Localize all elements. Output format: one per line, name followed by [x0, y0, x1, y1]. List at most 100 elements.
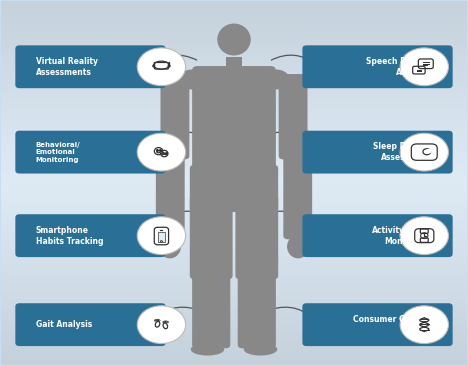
FancyBboxPatch shape — [1, 85, 467, 89]
FancyBboxPatch shape — [1, 317, 467, 321]
Circle shape — [400, 217, 448, 255]
FancyBboxPatch shape — [1, 249, 467, 252]
FancyBboxPatch shape — [192, 66, 276, 187]
FancyBboxPatch shape — [1, 67, 467, 70]
Circle shape — [400, 48, 448, 86]
Text: Virtual Reality
Assessments: Virtual Reality Assessments — [36, 57, 98, 77]
FancyBboxPatch shape — [1, 252, 467, 255]
FancyBboxPatch shape — [1, 281, 467, 285]
Circle shape — [137, 133, 186, 171]
FancyBboxPatch shape — [1, 328, 467, 332]
FancyBboxPatch shape — [1, 41, 467, 45]
FancyBboxPatch shape — [1, 325, 467, 328]
FancyBboxPatch shape — [1, 60, 467, 63]
FancyBboxPatch shape — [1, 176, 467, 179]
FancyBboxPatch shape — [1, 212, 467, 216]
FancyBboxPatch shape — [1, 45, 467, 49]
FancyBboxPatch shape — [1, 143, 467, 147]
FancyBboxPatch shape — [302, 45, 453, 88]
Ellipse shape — [244, 343, 277, 355]
FancyBboxPatch shape — [1, 34, 467, 38]
Circle shape — [137, 217, 186, 255]
Text: Gait Analysis: Gait Analysis — [36, 320, 92, 329]
FancyBboxPatch shape — [1, 89, 467, 92]
FancyBboxPatch shape — [1, 205, 467, 208]
Text: Activity/Vitals
Monitoring: Activity/Vitals Monitoring — [372, 225, 432, 246]
FancyBboxPatch shape — [1, 234, 467, 238]
FancyBboxPatch shape — [1, 49, 467, 52]
FancyBboxPatch shape — [1, 357, 467, 361]
FancyBboxPatch shape — [1, 56, 467, 60]
FancyBboxPatch shape — [1, 128, 467, 132]
FancyBboxPatch shape — [1, 139, 467, 143]
FancyBboxPatch shape — [1, 1, 467, 5]
FancyBboxPatch shape — [1, 100, 467, 103]
FancyBboxPatch shape — [1, 223, 467, 227]
FancyBboxPatch shape — [1, 96, 467, 100]
FancyBboxPatch shape — [1, 52, 467, 56]
FancyBboxPatch shape — [1, 107, 467, 111]
FancyBboxPatch shape — [1, 296, 467, 299]
FancyBboxPatch shape — [1, 125, 467, 128]
FancyBboxPatch shape — [1, 299, 467, 303]
FancyBboxPatch shape — [1, 227, 467, 230]
Circle shape — [400, 306, 448, 344]
FancyBboxPatch shape — [283, 152, 312, 239]
FancyBboxPatch shape — [190, 196, 233, 279]
FancyBboxPatch shape — [1, 150, 467, 154]
FancyBboxPatch shape — [1, 219, 467, 223]
FancyBboxPatch shape — [1, 183, 467, 187]
FancyBboxPatch shape — [1, 19, 467, 23]
FancyBboxPatch shape — [1, 277, 467, 281]
FancyBboxPatch shape — [1, 190, 467, 194]
FancyBboxPatch shape — [1, 270, 467, 274]
Ellipse shape — [191, 343, 224, 355]
FancyBboxPatch shape — [1, 208, 467, 212]
FancyBboxPatch shape — [1, 230, 467, 234]
FancyBboxPatch shape — [1, 38, 467, 41]
FancyBboxPatch shape — [1, 27, 467, 30]
FancyBboxPatch shape — [1, 339, 467, 343]
FancyBboxPatch shape — [1, 117, 467, 121]
Circle shape — [137, 48, 186, 86]
Text: Smartphone
Habits Tracking: Smartphone Habits Tracking — [36, 225, 103, 246]
FancyBboxPatch shape — [1, 263, 467, 266]
FancyBboxPatch shape — [1, 321, 467, 325]
FancyBboxPatch shape — [1, 274, 467, 277]
FancyBboxPatch shape — [278, 74, 307, 159]
FancyBboxPatch shape — [1, 285, 467, 288]
FancyBboxPatch shape — [302, 214, 453, 257]
Circle shape — [426, 149, 432, 154]
FancyBboxPatch shape — [1, 216, 467, 219]
FancyBboxPatch shape — [15, 303, 166, 346]
FancyBboxPatch shape — [1, 332, 467, 336]
FancyBboxPatch shape — [1, 111, 467, 114]
Circle shape — [400, 133, 448, 171]
FancyBboxPatch shape — [302, 131, 453, 173]
Text: Behavioral/
Emotional
Monitoring: Behavioral/ Emotional Monitoring — [36, 142, 80, 163]
FancyBboxPatch shape — [1, 158, 467, 161]
Text: Consumer Genetic
Testing: Consumer Genetic Testing — [353, 315, 432, 335]
FancyBboxPatch shape — [1, 245, 467, 249]
FancyBboxPatch shape — [1, 23, 467, 27]
FancyBboxPatch shape — [1, 12, 467, 16]
FancyBboxPatch shape — [1, 310, 467, 314]
FancyBboxPatch shape — [1, 63, 467, 67]
FancyBboxPatch shape — [1, 30, 467, 34]
FancyBboxPatch shape — [1, 361, 467, 365]
FancyBboxPatch shape — [1, 306, 467, 310]
FancyBboxPatch shape — [1, 161, 467, 165]
FancyBboxPatch shape — [1, 187, 467, 190]
FancyBboxPatch shape — [1, 147, 467, 150]
FancyBboxPatch shape — [1, 168, 467, 172]
FancyBboxPatch shape — [161, 74, 190, 159]
FancyBboxPatch shape — [1, 201, 467, 205]
Text: Speech Pattern
Analysis: Speech Pattern Analysis — [366, 57, 432, 77]
FancyBboxPatch shape — [1, 255, 467, 259]
FancyBboxPatch shape — [235, 196, 278, 279]
FancyBboxPatch shape — [1, 114, 467, 117]
FancyBboxPatch shape — [1, 70, 467, 74]
FancyBboxPatch shape — [1, 103, 467, 107]
FancyBboxPatch shape — [15, 131, 166, 173]
FancyBboxPatch shape — [1, 78, 467, 81]
